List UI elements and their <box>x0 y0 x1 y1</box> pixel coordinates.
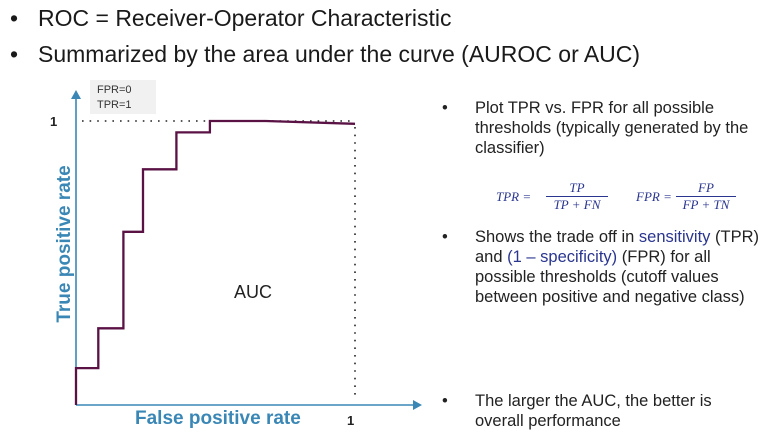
tpr-formula-lhs: TPR = <box>496 189 532 204</box>
fpr-fraction: FP FP + TN <box>676 180 736 213</box>
tradeoff-text-pre: Shows the trade off in <box>475 228 639 246</box>
fpr-formula-lhs: FPR = <box>636 189 672 204</box>
right-bullet-text: Shows the trade off in sensitivity (TPR)… <box>475 227 760 307</box>
bullet-dot: • <box>10 5 19 31</box>
bullet-dot: • <box>442 392 448 410</box>
y-axis-label: True positive rate <box>54 165 75 322</box>
bullet-roc-definition: • ROC = Receiver-Operator Characteristic <box>8 2 758 38</box>
fpr-formula: FPR = FP FP + TN <box>636 180 756 216</box>
tpr-fraction: TP TP + FN <box>546 180 608 213</box>
x-axis-label: False positive rate <box>135 408 301 429</box>
bullet-text: ROC = Receiver-Operator Characteristic <box>38 5 452 31</box>
corner-annotation-tpr: TPR=1 <box>97 99 132 111</box>
specificity-term: (1 – specificity) <box>507 248 618 266</box>
tpr-denominator: TP + FN <box>553 197 601 212</box>
corner-annotation-box <box>90 80 156 114</box>
corner-annotation-fpr: FPR=0 <box>97 84 132 96</box>
fraction-bar <box>676 196 736 197</box>
tradeoff-text-mid: (TPR) and <box>475 228 759 266</box>
bullet-text: Summarized by the area under the curve (… <box>38 41 641 67</box>
tpr-numerator: TP <box>569 180 585 195</box>
top-bullet-list: • ROC = Receiver-Operator Characteristic… <box>8 2 758 74</box>
tradeoff-text-post: (FPR) for all possible thresholds (cutof… <box>475 248 745 306</box>
fraction-bar <box>546 196 608 197</box>
auc-label: AUC <box>234 282 272 302</box>
tpr-formula: TPR = TP TP + FN <box>496 180 616 216</box>
bullet-auc-summary: • Summarized by the area under the curve… <box>8 38 758 74</box>
fpr-denominator: FP + TN <box>682 197 730 212</box>
bullet-dot: • <box>442 228 448 246</box>
fpr-numerator: FP <box>698 180 714 195</box>
roc-curve <box>74 119 356 405</box>
sensitivity-term: sensitivity <box>638 228 711 246</box>
y-tick-label: 1 <box>50 114 57 129</box>
right-bullet-text: Plot TPR vs. FPR for all possible thresh… <box>475 99 749 157</box>
right-bullet-text: The larger the AUC, the better is overal… <box>475 392 712 430</box>
bullet-dot: • <box>442 99 448 117</box>
bullet-dot: • <box>10 41 19 67</box>
x-tick-label: 1 <box>347 413 354 428</box>
